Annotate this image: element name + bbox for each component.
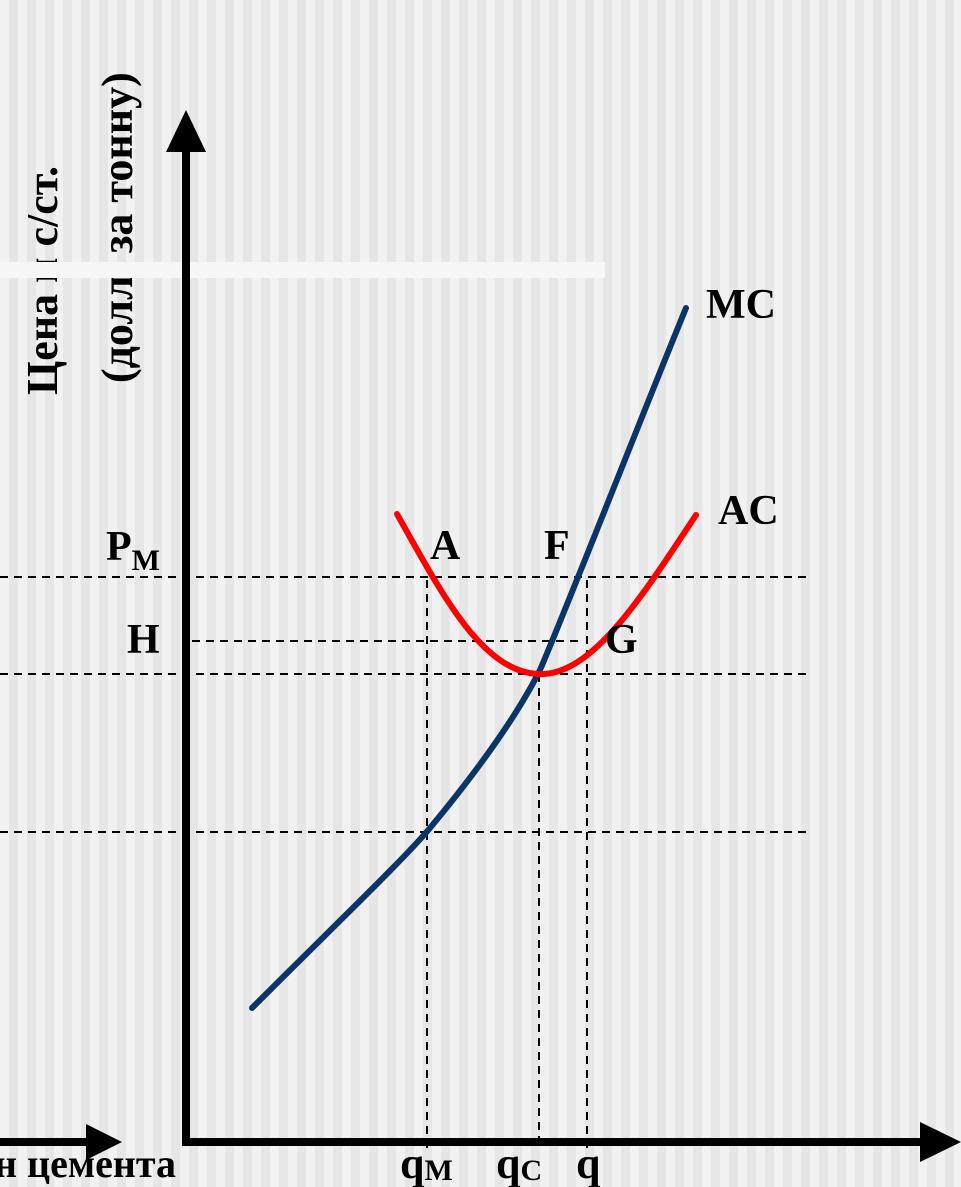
point-label-g: G xyxy=(605,617,638,663)
y-axis-arrowhead xyxy=(166,110,206,152)
quantity-label-q: q xyxy=(576,1139,601,1187)
ac-curve-label: AC xyxy=(718,488,779,534)
ac-curve xyxy=(394,511,699,678)
price-label-h: H xyxy=(127,617,160,663)
quantity-label-qm: qM xyxy=(400,1139,453,1187)
mc-curve xyxy=(249,305,689,1011)
point-label-f: F xyxy=(544,523,570,569)
left-panel-axis-arrowhead xyxy=(86,1124,122,1160)
highlight-band xyxy=(0,262,605,278)
price-label-pm: PM xyxy=(106,524,160,577)
point-label-a: A xyxy=(430,523,461,569)
quantity-label-qc: qC xyxy=(496,1139,542,1187)
x-axis-arrowhead xyxy=(920,1122,961,1162)
mc-curve-label: MC xyxy=(706,282,776,328)
